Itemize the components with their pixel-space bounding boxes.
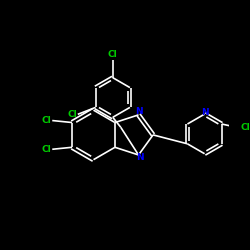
- Text: N: N: [201, 108, 208, 116]
- Text: Cl: Cl: [108, 50, 118, 59]
- Text: Cl: Cl: [42, 116, 51, 125]
- Text: Cl: Cl: [67, 110, 77, 119]
- Text: N: N: [136, 154, 143, 162]
- Text: Cl: Cl: [240, 124, 250, 132]
- Text: N: N: [135, 108, 142, 116]
- Text: Cl: Cl: [42, 145, 51, 154]
